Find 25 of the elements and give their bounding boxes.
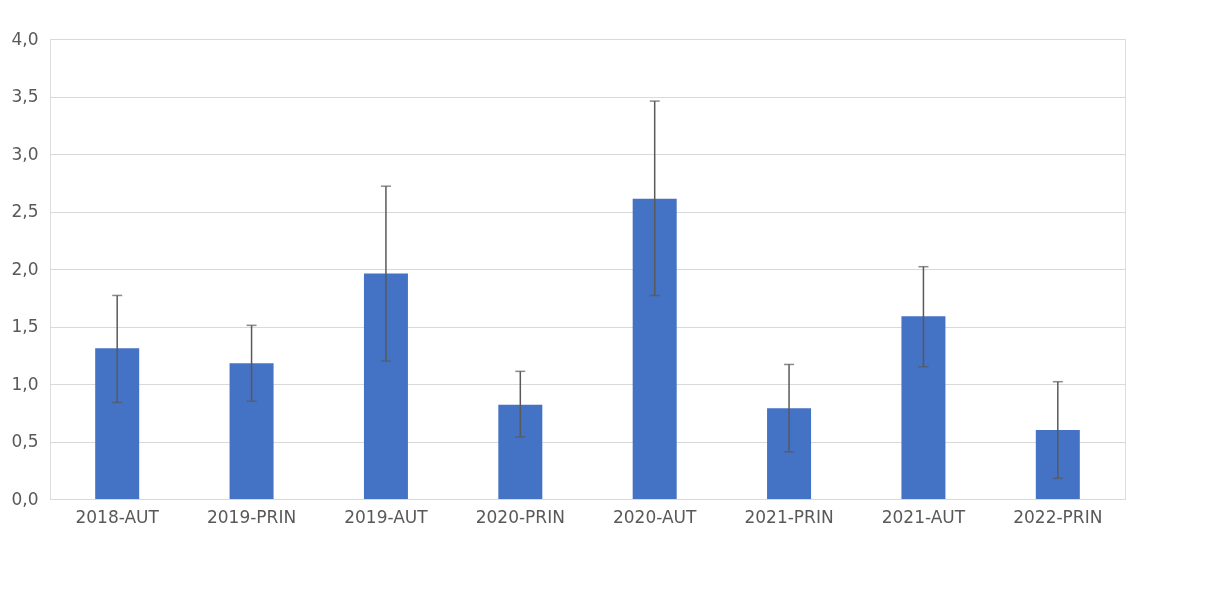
bar	[767, 408, 812, 499]
x-tick-label: 2019-AUT	[344, 506, 429, 527]
y-tick-label: 4,0	[11, 28, 39, 49]
bar	[363, 273, 408, 499]
bar	[498, 404, 543, 499]
bar	[632, 198, 677, 499]
x-tick-label: 2021-AUT	[881, 506, 966, 527]
y-tick-label: 1,5	[11, 316, 39, 336]
y-tick-label: 3,0	[11, 143, 39, 164]
y-tick-label: 0,0	[11, 488, 39, 509]
y-tick-label: 1,0	[11, 373, 39, 394]
x-tick-label: 2018-AUT	[75, 506, 160, 527]
bar	[95, 348, 140, 499]
x-tick-label: 2020-PRIN	[475, 506, 565, 527]
y-tick-label: 2,0	[11, 258, 39, 279]
x-tick-label: 2021-PRIN	[744, 506, 834, 527]
y-tick-label: 2,5	[11, 201, 39, 221]
bar	[901, 316, 946, 499]
x-tick-label: 2019-PRIN	[206, 506, 297, 527]
bar	[1035, 430, 1080, 499]
x-tick-label: 2022-PRIN	[1013, 506, 1103, 527]
bar	[229, 363, 274, 499]
x-tick-label: 2020-AUT	[612, 506, 698, 527]
y-tick-label: 3,5	[11, 86, 39, 106]
y-tick-label: 0,5	[11, 431, 39, 451]
